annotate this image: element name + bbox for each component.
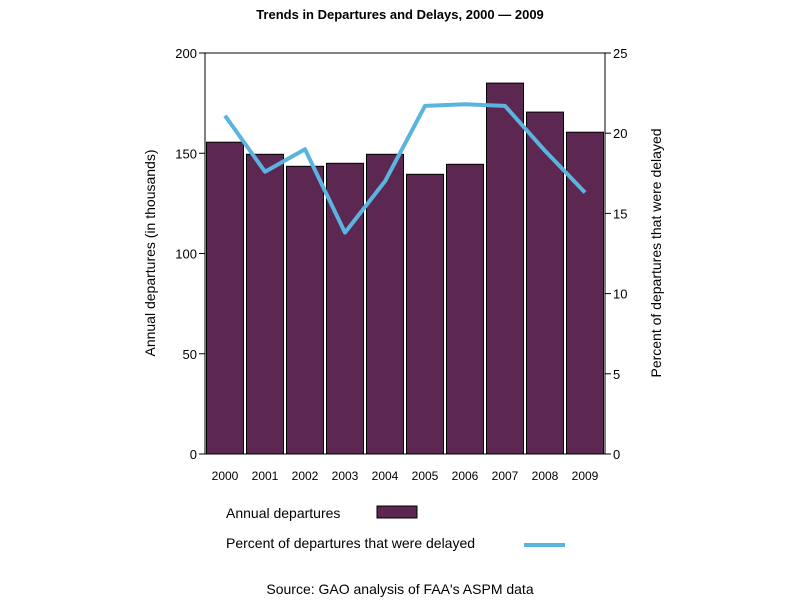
legend-label-departures: Annual departures	[226, 505, 340, 521]
bar-2003	[326, 162, 364, 455]
bar-2009	[566, 131, 604, 455]
x-tick-label-2005: 2005	[412, 469, 439, 483]
bars-group	[206, 82, 604, 455]
x-tick-label-2007: 2007	[492, 469, 519, 483]
chart-title: Trends in Departures and Delays, 2000 — …	[256, 7, 544, 22]
right-tick-label-20: 20	[613, 126, 627, 141]
legend-swatch-departures	[376, 505, 418, 519]
bar-2002	[286, 165, 324, 455]
x-tick-label-2003: 2003	[332, 469, 359, 483]
bar-2004	[366, 153, 404, 455]
bar-2006	[446, 163, 484, 455]
right-tick-label-0: 0	[613, 447, 620, 462]
right-tick-label-10: 10	[613, 287, 627, 302]
right-axis-label: Percent of departures that were delayed	[648, 128, 664, 377]
source-note: Source: GAO analysis of FAA's ASPM data	[266, 581, 533, 597]
x-tick-label-2002: 2002	[292, 469, 319, 483]
x-tick-label-2000: 2000	[212, 469, 239, 483]
left-tick-label-150: 150	[175, 146, 197, 161]
x-tick-label-2004: 2004	[372, 469, 399, 483]
left-tick-label-0: 0	[190, 447, 197, 462]
bar-2001	[246, 153, 284, 455]
x-tick-label-2009: 2009	[572, 469, 599, 483]
bar-2007	[486, 82, 524, 455]
legend-label-delays: Percent of departures that were delayed	[226, 535, 475, 551]
right-axis: 0 5 10 15 20 25	[605, 46, 627, 462]
right-tick-label-15: 15	[613, 206, 627, 221]
x-tick-label-2006: 2006	[452, 469, 479, 483]
left-tick-label-200: 200	[175, 46, 197, 61]
line-group	[223, 102, 587, 235]
x-tick-label-2008: 2008	[532, 469, 559, 483]
right-tick-label-5: 5	[613, 367, 620, 382]
right-tick-label-25: 25	[613, 46, 627, 61]
legend: Annual departures Percent of departures …	[226, 505, 565, 551]
delay-percent-line	[223, 102, 587, 235]
bar-2008	[526, 111, 564, 455]
left-axis-label: Annual departures (in thousands)	[142, 149, 158, 356]
x-tick-label-2001: 2001	[252, 469, 279, 483]
left-tick-label-50: 50	[183, 347, 197, 362]
left-axis: 0 50 100 150 200	[175, 46, 205, 462]
bar-2005	[406, 173, 444, 455]
bar-2000	[206, 141, 244, 455]
x-axis: 2000 2001 2002 2003 2004 2005 2006 2007 2008 2009	[212, 469, 599, 483]
left-tick-label-100: 100	[175, 247, 197, 262]
